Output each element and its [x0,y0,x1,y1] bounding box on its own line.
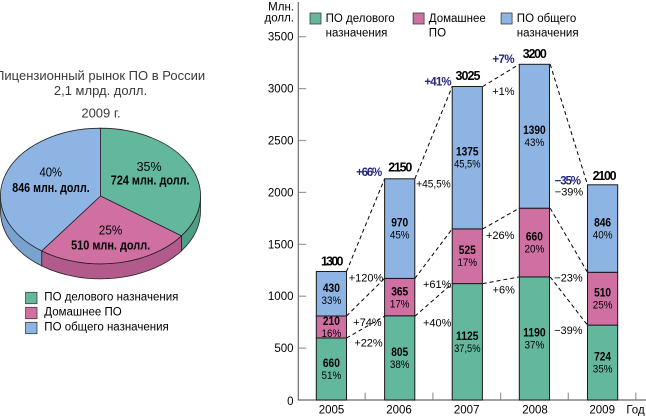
svg-text:+1%: +1% [492,86,515,98]
svg-text:45%: 45% [390,230,410,242]
svg-text:+26%: +26% [486,230,515,242]
svg-text:35%: 35% [137,160,162,174]
svg-text:+7%: +7% [492,54,514,66]
svg-text:2009: 2009 [589,405,615,417]
svg-text:Домашнее: Домашнее [429,13,486,25]
svg-text:долл.: долл. [265,13,294,25]
svg-text:660: 660 [526,230,543,244]
svg-text:3500: 3500 [268,32,294,44]
svg-text:+66%: +66% [356,167,382,179]
svg-text:846: 846 [594,216,611,230]
svg-text:ПО: ПО [429,28,446,40]
svg-text:назначения: назначения [517,28,579,40]
svg-text:846 млн. долл.: 846 млн. долл. [12,181,89,195]
svg-text:+22%: +22% [354,338,383,350]
svg-text:2,1 млрд. долл.: 2,1 млрд. долл. [54,83,147,98]
svg-text:+40%: +40% [423,317,452,329]
svg-text:51%: 51% [322,370,342,382]
svg-text:25%: 25% [593,300,613,312]
svg-text:40%: 40% [593,230,613,242]
svg-text:−39%: −39% [555,187,584,199]
svg-text:210: 210 [323,314,340,328]
svg-text:33%: 33% [322,295,342,307]
svg-text:2500: 2500 [268,136,294,148]
svg-text:1300: 1300 [321,255,344,269]
svg-text:1390: 1390 [523,123,546,137]
svg-text:43%: 43% [525,137,545,149]
svg-text:2100: 2100 [593,169,617,183]
svg-text:1000: 1000 [268,291,294,303]
svg-text:2150: 2150 [388,160,412,174]
svg-text:510: 510 [594,286,611,300]
svg-text:365: 365 [391,284,408,298]
svg-text:1125: 1125 [456,329,479,343]
svg-text:1190: 1190 [523,325,546,339]
svg-text:25%: 25% [99,224,123,238]
svg-text:17%: 17% [457,257,477,269]
svg-text:+45,5%: +45,5% [416,178,451,190]
svg-text:430: 430 [323,281,340,295]
svg-text:3200: 3200 [523,47,547,61]
svg-text:40%: 40% [40,165,63,179]
svg-text:ПО делового: ПО делового [326,13,395,25]
svg-text:970: 970 [391,216,408,230]
svg-text:660: 660 [323,356,340,370]
svg-text:500: 500 [274,343,293,355]
svg-text:+6%: +6% [493,285,516,297]
svg-text:3025: 3025 [456,69,481,83]
svg-text:16%: 16% [322,328,342,340]
svg-text:назначения: назначения [326,28,388,40]
svg-text:2007: 2007 [454,405,480,417]
svg-text:−35%: −35% [555,175,581,187]
svg-text:3000: 3000 [268,84,294,96]
svg-text:2009 г.: 2009 г. [81,106,120,121]
svg-text:−23%: −23% [554,273,583,285]
svg-text:Лицензионный рынок ПО в России: Лицензионный рынок ПО в России [0,68,205,83]
svg-text:ПО общего: ПО общего [517,13,576,25]
svg-text:Домашнее ПО: Домашнее ПО [44,307,121,319]
svg-text:ПО общего назначения: ПО общего назначения [44,322,168,334]
svg-text:525: 525 [459,243,476,257]
svg-text:17%: 17% [390,298,410,310]
svg-text:+120%: +120% [349,273,384,285]
svg-text:2005: 2005 [319,405,345,417]
svg-text:2000: 2000 [268,187,294,199]
svg-text:724 млн. долл.: 724 млн. долл. [111,174,190,188]
svg-text:510 млн. долл.: 510 млн. долл. [71,238,150,252]
svg-text:1500: 1500 [268,239,294,251]
svg-text:−39%: −39% [554,325,583,337]
svg-text:45,5%: 45,5% [454,159,480,171]
svg-text:ПО делового назначения: ПО делового назначения [44,292,178,304]
svg-text:+74%: +74% [353,317,382,329]
svg-text:37%: 37% [525,339,545,351]
svg-text:0: 0 [287,396,293,408]
svg-text:35%: 35% [593,364,613,376]
svg-text:2006: 2006 [386,405,412,417]
svg-text:Год: Год [626,405,645,417]
svg-text:Млн.: Млн. [268,2,294,14]
svg-text:+61%: +61% [423,279,452,291]
svg-text:1375: 1375 [456,145,479,159]
svg-text:805: 805 [391,345,408,359]
svg-text:+41%: +41% [424,76,451,88]
svg-text:37,5%: 37,5% [454,343,480,355]
svg-text:2008: 2008 [522,405,548,417]
svg-text:724: 724 [594,350,611,364]
svg-text:20%: 20% [525,244,545,256]
svg-text:38%: 38% [390,359,410,371]
